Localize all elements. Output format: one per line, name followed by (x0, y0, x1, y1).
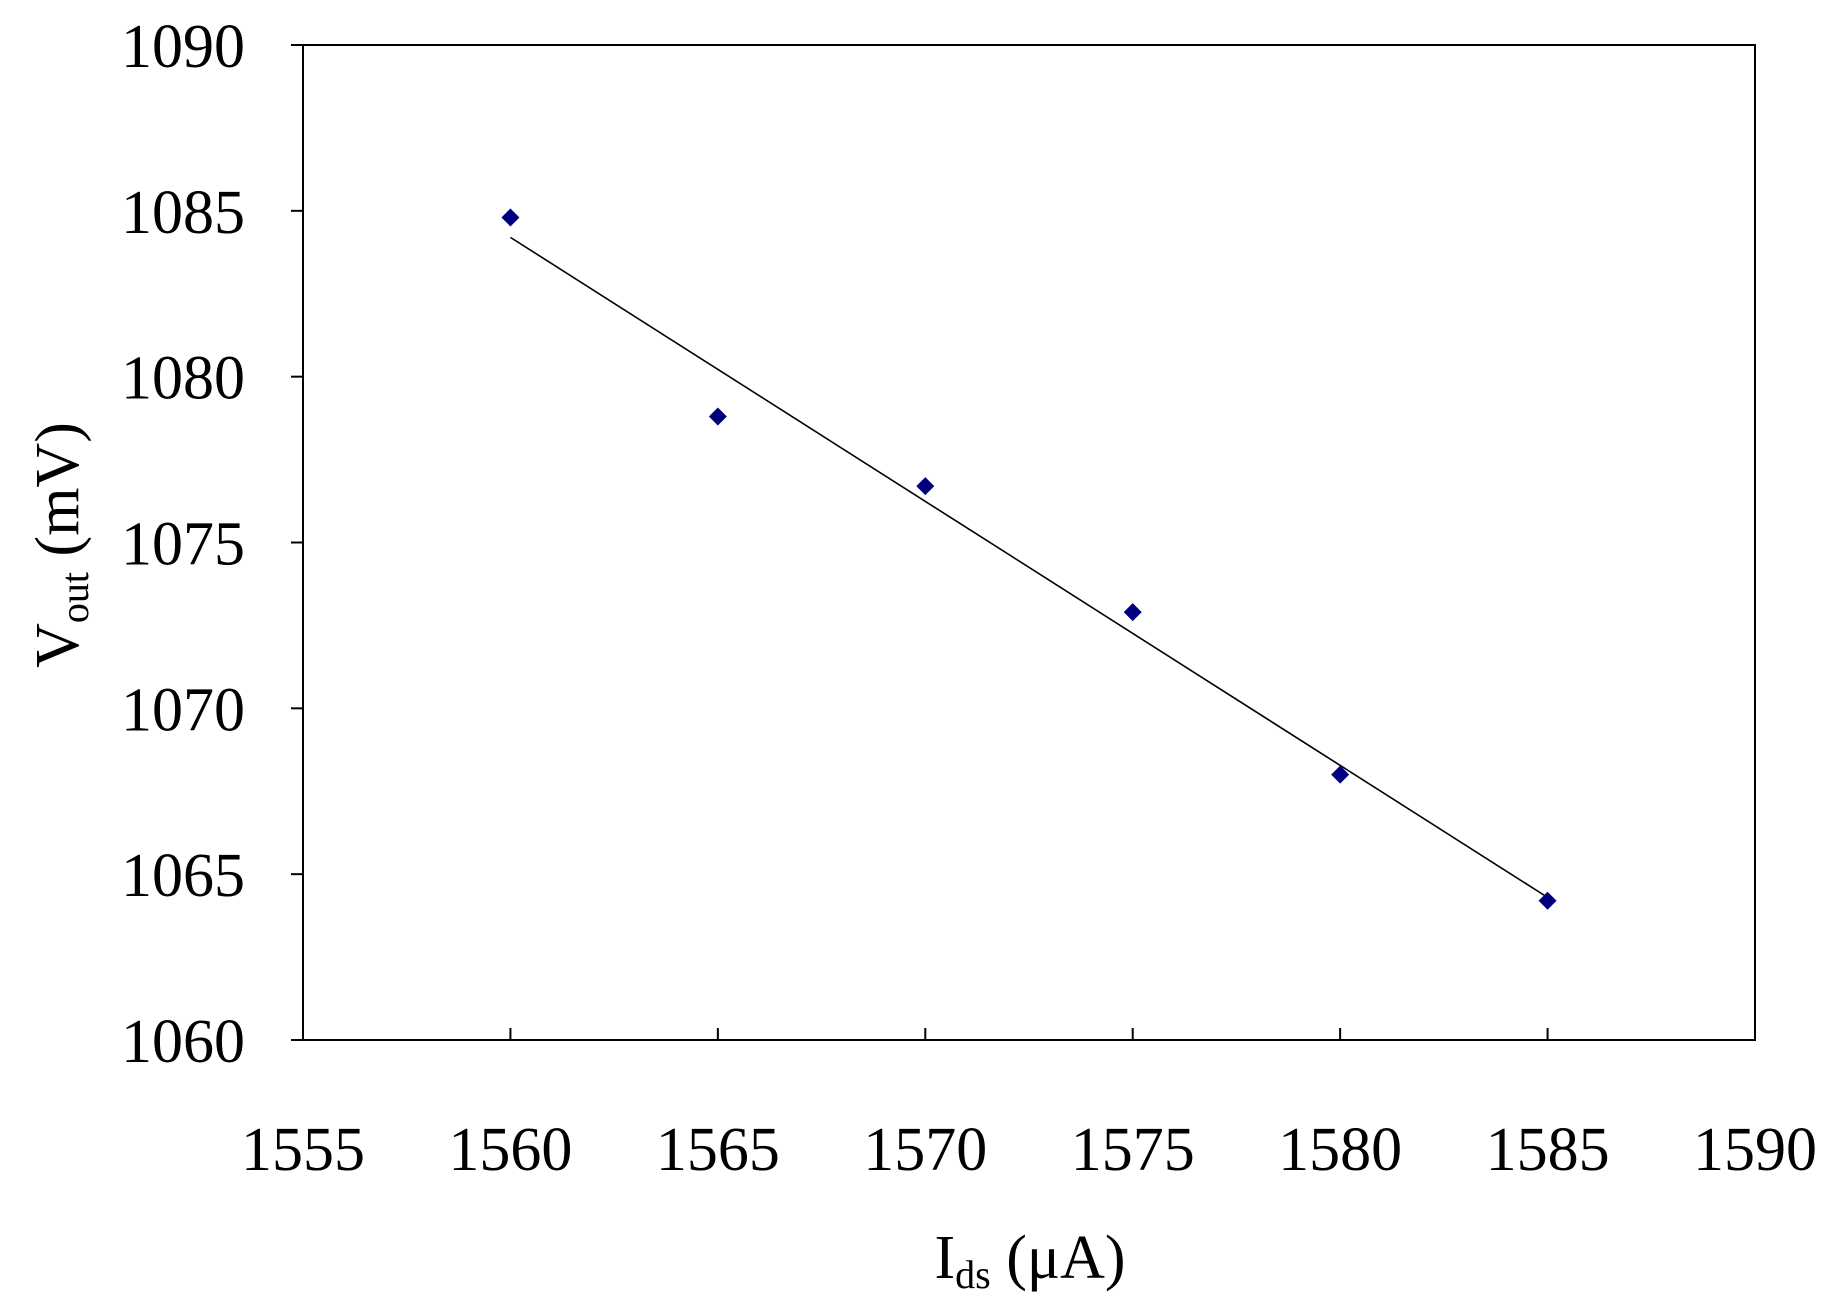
x-tick-label: 1590 (1693, 1116, 1817, 1184)
data-points (501, 208, 1557, 910)
y-axis-title: Vout (mV) (24, 422, 97, 668)
y-tick-label: 1060 (121, 1008, 245, 1076)
x-tick-label: 1555 (241, 1116, 365, 1184)
data-point-diamond (916, 477, 935, 496)
y-axis-ticks (291, 44, 303, 1041)
y-tick-label: 1090 (121, 13, 245, 81)
data-point-diamond (1331, 765, 1350, 784)
data-point-diamond (708, 407, 727, 426)
x-axis-ticks (302, 1028, 1756, 1040)
data-point-diamond (501, 208, 520, 227)
x-tick-label: 1585 (1486, 1116, 1610, 1184)
y-tick-label: 1065 (121, 842, 245, 910)
data-point-diamond (1538, 891, 1557, 910)
y-tick-label: 1075 (121, 511, 245, 579)
x-axis-tick-labels: 1555 1560 1565 1570 1575 1580 1585 1590 (241, 1116, 1817, 1184)
y-axis-tick-labels: 1060 1065 1070 1075 1080 1085 1090 (121, 13, 245, 1076)
x-axis-title: Ids (μA) (934, 1224, 1125, 1297)
y-tick-label: 1070 (121, 676, 245, 744)
x-tick-label: 1565 (656, 1116, 780, 1184)
x-tick-label: 1570 (863, 1116, 987, 1184)
y-tick-label: 1080 (121, 345, 245, 413)
linear-trendline (509, 236, 1549, 899)
x-tick-label: 1580 (1278, 1116, 1402, 1184)
plot-area (302, 44, 1756, 1041)
y-tick-label: 1085 (121, 179, 245, 247)
x-tick-label: 1560 (448, 1116, 572, 1184)
x-tick-label: 1575 (1071, 1116, 1195, 1184)
data-point-diamond (1123, 603, 1142, 622)
trendline-layer (509, 236, 1549, 899)
